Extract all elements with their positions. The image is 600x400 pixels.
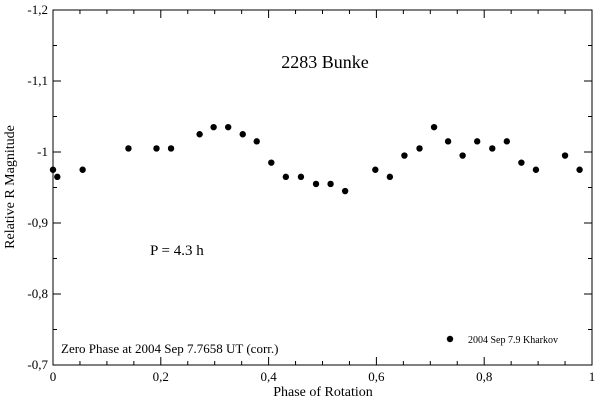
x-tick-label: 0,4 (260, 369, 277, 384)
data-point (79, 166, 86, 173)
data-point (489, 145, 496, 152)
data-point (372, 166, 379, 173)
x-axis-label: Phase of Rotation (273, 385, 373, 400)
axis-ticks (52, 9, 593, 366)
data-point (268, 159, 275, 166)
zero-phase-annotation: Zero Phase at 2004 Sep 7.7658 UT (corr.) (61, 341, 278, 356)
data-points (49, 123, 583, 195)
data-point (341, 187, 349, 195)
data-point (167, 145, 175, 152)
x-tick-label: 0,6 (368, 369, 385, 384)
data-point (282, 173, 290, 181)
x-tick-label: 0,8 (476, 369, 492, 384)
data-point (503, 138, 511, 145)
data-point (459, 152, 466, 159)
data-point (518, 159, 525, 166)
y-axis-label: Relative R Magnitude (3, 125, 18, 249)
data-point (416, 145, 423, 152)
data-point (561, 152, 569, 159)
y-tick-label: -0,7 (27, 357, 48, 372)
axis-tick-labels: 0 0,2 0,4 0,6 0,8 1 -1,2 -1,1 -1 -0,9 -0,8 -0,7 (27, 2, 595, 384)
x-tick-label: 0 (50, 369, 57, 384)
data-point (253, 138, 260, 145)
data-point (196, 131, 203, 138)
y-tick-label: -1 (37, 144, 48, 159)
data-point (239, 131, 246, 138)
data-point (210, 123, 217, 131)
x-tick-label: 1 (589, 369, 596, 384)
y-tick-label: -0,9 (27, 215, 48, 230)
data-point (312, 180, 320, 188)
data-point (54, 173, 61, 181)
data-point (153, 145, 160, 152)
legend-label: 2004 Sep 7.9 Kharkov (468, 335, 558, 346)
data-point (473, 138, 481, 145)
data-point (444, 138, 452, 145)
data-point (297, 173, 305, 181)
data-point (532, 166, 540, 173)
data-point (224, 123, 232, 131)
x-tick-label: 0,2 (153, 369, 169, 384)
data-point (401, 152, 408, 159)
y-tick-label: -0,8 (27, 286, 48, 301)
period-annotation: P = 4.3 h (150, 243, 204, 259)
y-tick-label: -1,1 (27, 73, 48, 88)
data-point (386, 173, 394, 181)
data-point (125, 145, 132, 152)
y-tick-label: -1,2 (27, 2, 48, 17)
data-point (576, 166, 583, 173)
legend-marker (446, 335, 454, 343)
data-point (430, 123, 438, 131)
data-point (49, 166, 57, 173)
data-point (327, 180, 334, 188)
chart-title: 2283 Bunke (281, 52, 369, 72)
